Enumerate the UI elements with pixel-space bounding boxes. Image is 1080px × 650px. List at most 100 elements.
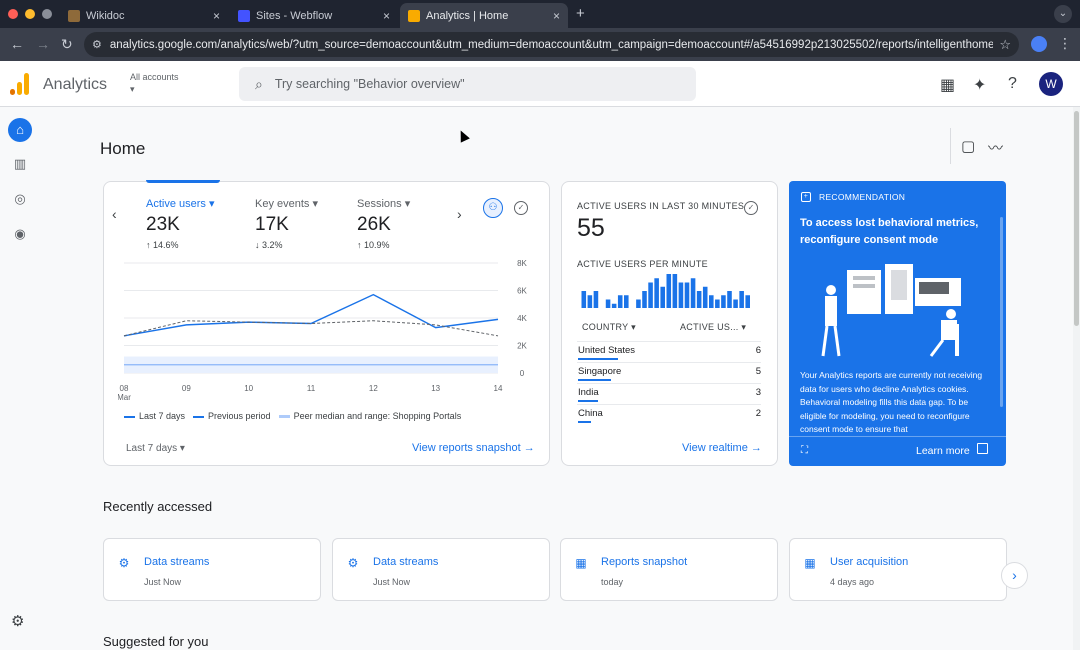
- per-minute-bar: [684, 282, 690, 308]
- table-row[interactable]: India 3: [577, 383, 761, 404]
- table-row[interactable]: Singapore 5: [577, 362, 761, 383]
- metric-label: Key events ▾: [255, 198, 318, 210]
- chevron-left-icon[interactable]: ‹: [112, 206, 117, 222]
- country-share-bar: [578, 358, 618, 360]
- reload-icon[interactable]: ↻: [61, 36, 73, 52]
- y-tick-label: 6K: [517, 287, 527, 296]
- page-scrollbar[interactable]: [1073, 107, 1080, 650]
- search-bar[interactable]: ⌕ Try searching "Behavior overview": [239, 67, 696, 101]
- per-minute-bar: [666, 274, 672, 308]
- suggested-title: Suggested for you: [103, 634, 209, 649]
- page-title: Home: [100, 139, 146, 158]
- metric-change: ↑ 14.6%: [146, 240, 179, 250]
- browser-toolbar: ← → ↻ ⚙ analytics.google.com/analytics/w…: [0, 28, 1080, 61]
- recent-item-data-streams[interactable]: ⚙ Data streams Just Now: [332, 538, 550, 601]
- per-minute-bar: [702, 286, 708, 308]
- caret-down-icon: ▾: [130, 84, 135, 94]
- extension-icon[interactable]: [1031, 36, 1047, 52]
- view-reports-snapshot-link[interactable]: View reports snapshot →: [412, 442, 535, 454]
- help-icon[interactable]: ?: [1008, 75, 1017, 92]
- active-users-column-header[interactable]: ACTIVE US... ▾: [680, 322, 747, 332]
- country-share-bar: [578, 379, 611, 381]
- expand-icon[interactable]: ⛶: [801, 445, 808, 456]
- country-value: 5: [755, 366, 761, 377]
- check-circle-icon[interactable]: ✓: [744, 201, 758, 215]
- home-icon[interactable]: ⌂: [8, 118, 32, 142]
- tab-search-icon[interactable]: ⌄: [1054, 5, 1072, 23]
- webflow-favicon-icon: [238, 9, 250, 22]
- new-tab-button[interactable]: +: [576, 5, 585, 22]
- forward-icon[interactable]: →: [36, 36, 50, 52]
- legend-label: Peer median and range: Shopping Portals: [293, 411, 462, 421]
- tab-close-icon[interactable]: ×: [382, 8, 390, 23]
- metric-change: ↑ 10.9%: [357, 240, 390, 250]
- date-range-dropdown[interactable]: Last 7 days ▾: [126, 443, 185, 454]
- recommendation-scrollbar[interactable]: [1000, 217, 1003, 407]
- per-minute-bar: [745, 295, 750, 308]
- per-minute-bar: [709, 295, 714, 308]
- legend-item-previous: Previous period: [193, 411, 271, 421]
- metric-tab-key-events[interactable]: Key events ▾ 17K ↓ 3.2%: [255, 197, 318, 250]
- avatar[interactable]: W: [1039, 72, 1063, 96]
- admin-gear-icon[interactable]: ⚙: [11, 613, 25, 630]
- report-icon: ▦: [575, 556, 587, 570]
- window-minimize-button[interactable]: [25, 9, 35, 19]
- metric-value: 17K: [255, 214, 289, 235]
- gear-icon: ⚙: [118, 556, 130, 570]
- tab-close-icon[interactable]: ×: [212, 8, 220, 23]
- chevron-right-icon[interactable]: ›: [1001, 562, 1028, 589]
- line-chart: 0 2K 4K 6K 8K 08 09 10 11 12 13 14 Mar: [118, 259, 528, 402]
- chevron-right-icon[interactable]: ›: [457, 206, 462, 222]
- check-circle-icon[interactable]: ✓: [514, 201, 528, 215]
- external-link-icon[interactable]: [977, 443, 988, 454]
- scrollbar-thumb[interactable]: [1074, 111, 1079, 326]
- sparkle-icon[interactable]: ✦: [973, 77, 987, 94]
- recent-item-reports-snapshot[interactable]: ▦ Reports snapshot today: [560, 538, 778, 601]
- account-picker-label: All accounts: [130, 72, 179, 82]
- site-info-icon[interactable]: ⚙: [92, 39, 102, 51]
- metric-tab-active-users[interactable]: Active users ▾ 23K ↑ 14.6%: [146, 197, 215, 250]
- realtime-card: [561, 181, 778, 466]
- per-minute-bar: [739, 291, 744, 308]
- tab-close-icon[interactable]: ×: [552, 8, 560, 23]
- notes-icon[interactable]: ▢: [961, 138, 976, 155]
- address-bar[interactable]: ⚙ analytics.google.com/analytics/web/?ut…: [84, 32, 1019, 57]
- window-maximize-button[interactable]: [42, 9, 52, 19]
- country-share-bar: [578, 421, 591, 423]
- table-row[interactable]: China 2: [577, 404, 761, 425]
- advertising-icon[interactable]: ◉: [14, 226, 26, 241]
- recent-item-user-acquisition[interactable]: ▦ User acquisition 4 days ago: [789, 538, 1007, 601]
- country-column-header[interactable]: COUNTRY ▾: [582, 322, 636, 332]
- recent-item-data-streams[interactable]: ⚙ Data streams Just Now: [103, 538, 321, 601]
- browser-tab-analytics[interactable]: Analytics | Home ×: [400, 3, 568, 28]
- report-icon: ▦: [804, 556, 816, 570]
- browser-tab-wikidoc[interactable]: Wikidoc ×: [60, 3, 228, 28]
- legend-item-peer: Peer median and range: Shopping Portals: [278, 411, 462, 421]
- per-minute-bar: [690, 278, 696, 308]
- back-icon[interactable]: ←: [10, 36, 24, 52]
- reports-icon[interactable]: ▥: [13, 156, 27, 171]
- explore-icon[interactable]: ◎: [14, 191, 26, 206]
- recommendation-tag-label: RECOMMENDATION: [819, 192, 906, 202]
- analytics-logo-icon[interactable]: [10, 73, 32, 95]
- compare-icon[interactable]: ⚇: [483, 198, 503, 218]
- view-realtime-link[interactable]: View realtime →: [682, 442, 762, 454]
- learn-more-link[interactable]: Learn more: [916, 445, 970, 457]
- per-minute-bar: [624, 295, 629, 308]
- window-close-button[interactable]: [8, 9, 18, 19]
- browser-tab-webflow[interactable]: Sites - Webflow ×: [230, 3, 398, 28]
- country-value: 3: [755, 387, 761, 398]
- per-minute-bar: [727, 291, 732, 308]
- account-picker[interactable]: All accounts ▾: [130, 72, 179, 95]
- x-tick-label: 11: [307, 384, 316, 393]
- search-placeholder: Try searching "Behavior overview": [274, 77, 465, 91]
- insights-icon[interactable]: 〰: [988, 140, 1004, 157]
- apps-grid-icon[interactable]: ▦: [940, 77, 956, 94]
- metric-tab-sessions[interactable]: Sessions ▾ 26K ↑ 10.9%: [357, 197, 410, 250]
- table-row[interactable]: United States 6: [577, 341, 761, 362]
- metric-value: 26K: [357, 214, 391, 235]
- bookmark-star-icon[interactable]: ☆: [999, 36, 1011, 52]
- browser-menu-icon[interactable]: ⋮: [1058, 35, 1072, 51]
- metrics-card: [103, 181, 550, 466]
- chart-legend: Last 7 days Previous period Peer median …: [124, 411, 461, 421]
